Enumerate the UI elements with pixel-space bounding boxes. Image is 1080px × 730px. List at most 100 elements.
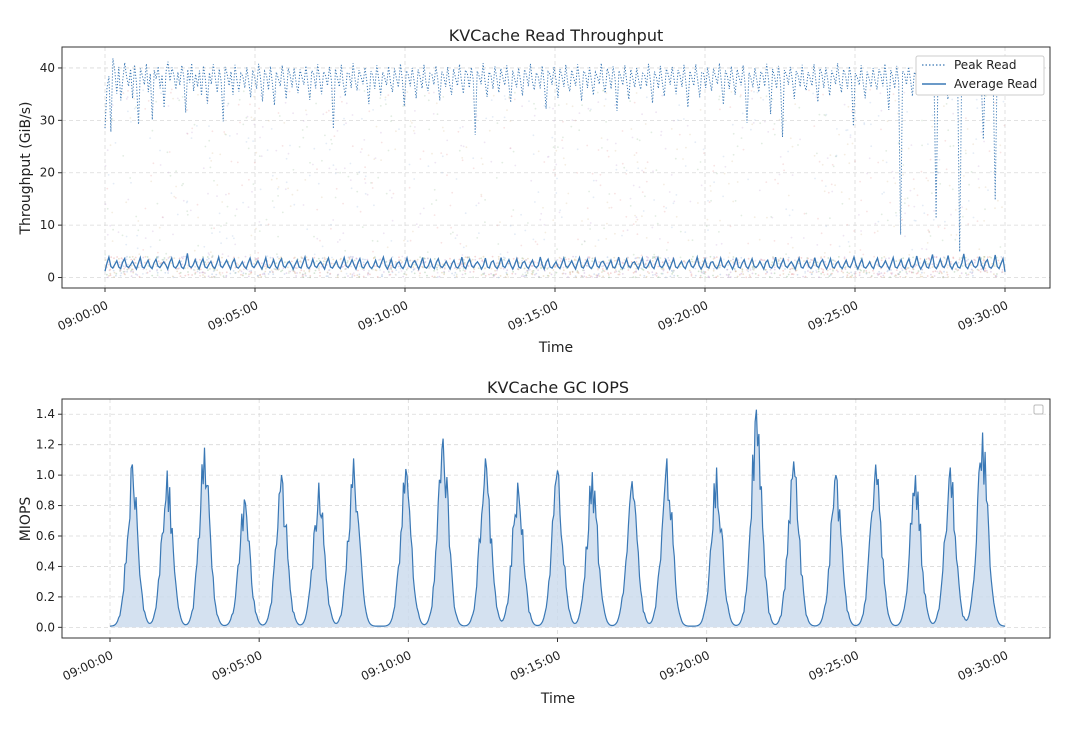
noise-point <box>632 184 635 187</box>
noise-point <box>492 94 495 97</box>
noise-point <box>363 269 365 271</box>
noise-point <box>608 193 611 195</box>
noise-point <box>162 258 165 261</box>
noise-point <box>320 196 323 199</box>
noise-point <box>419 212 422 215</box>
noise-point <box>204 272 206 274</box>
noise-point <box>387 94 390 97</box>
noise-point <box>770 264 773 266</box>
noise-point <box>307 259 310 261</box>
noise-point <box>509 147 512 150</box>
noise-point <box>589 109 591 112</box>
noise-point <box>329 273 331 275</box>
noise-point <box>398 128 400 131</box>
noise-point <box>119 274 122 277</box>
y-tick-label: 1.0 <box>36 468 55 482</box>
noise-point <box>173 257 176 259</box>
noise-point <box>482 255 485 258</box>
noise-point <box>638 262 640 265</box>
noise-point <box>319 239 321 242</box>
noise-point <box>578 129 581 132</box>
noise-point <box>211 273 214 276</box>
noise-point <box>927 143 929 146</box>
noise-point <box>650 131 653 134</box>
noise-point <box>843 153 846 156</box>
noise-point <box>521 257 524 260</box>
noise-point <box>789 268 792 271</box>
noise-point <box>910 271 913 274</box>
noise-point <box>132 271 135 274</box>
noise-point <box>562 120 564 123</box>
noise-point <box>461 265 463 268</box>
noise-point <box>215 273 218 276</box>
noise-point <box>331 88 334 90</box>
noise-point <box>315 102 317 105</box>
noise-point <box>390 265 392 267</box>
noise-point <box>675 194 678 196</box>
noise-point <box>1001 206 1003 209</box>
noise-point <box>374 157 377 160</box>
noise-point <box>302 273 304 276</box>
noise-point <box>915 264 918 267</box>
noise-point <box>514 164 517 167</box>
noise-point <box>412 129 415 132</box>
noise-point <box>202 271 205 274</box>
noise-point <box>156 256 158 259</box>
noise-point <box>816 261 819 264</box>
noise-point <box>944 220 946 223</box>
noise-point <box>362 258 364 261</box>
noise-point <box>131 255 134 258</box>
noise-point <box>430 203 433 205</box>
noise-point <box>726 268 728 271</box>
noise-point <box>978 248 981 251</box>
noise-point <box>275 268 278 271</box>
noise-point <box>483 141 486 144</box>
noise-point <box>116 256 118 258</box>
noise-point <box>965 117 967 120</box>
noise-point <box>751 268 754 271</box>
noise-point <box>170 192 173 195</box>
noise-point <box>210 276 213 278</box>
noise-point <box>751 97 754 100</box>
noise-point <box>461 273 464 276</box>
noise-point <box>385 192 388 195</box>
noise-point <box>848 162 851 165</box>
noise-point <box>836 127 838 130</box>
noise-point <box>418 274 421 277</box>
noise-point <box>374 269 377 271</box>
noise-point <box>594 245 597 248</box>
noise-point <box>135 215 138 218</box>
noise-point <box>379 258 382 261</box>
noise-point <box>255 258 258 261</box>
noise-point <box>134 262 137 264</box>
noise-point <box>462 246 465 249</box>
noise-point <box>461 125 464 128</box>
noise-point <box>368 270 370 272</box>
noise-point <box>795 269 798 272</box>
noise-point <box>210 251 212 254</box>
noise-point <box>146 271 149 274</box>
noise-point <box>726 268 729 271</box>
noise-point <box>941 272 943 275</box>
noise-point <box>159 164 162 166</box>
noise-point <box>409 239 412 242</box>
noise-point <box>587 218 589 221</box>
noise-point <box>193 269 196 272</box>
noise-point <box>160 269 163 272</box>
noise-point <box>363 178 366 180</box>
noise-point <box>449 204 452 207</box>
noise-point <box>349 179 352 182</box>
noise-point <box>253 95 255 98</box>
noise-point <box>641 268 644 271</box>
noise-point <box>713 257 716 259</box>
noise-point <box>382 232 385 235</box>
noise-point <box>376 276 379 278</box>
noise-point <box>606 256 609 259</box>
noise-point <box>766 270 768 273</box>
noise-point <box>429 266 431 268</box>
noise-point <box>820 272 823 275</box>
noise-point <box>111 211 114 214</box>
noise-point <box>299 260 302 262</box>
noise-point <box>927 257 930 259</box>
noise-point <box>544 231 547 234</box>
